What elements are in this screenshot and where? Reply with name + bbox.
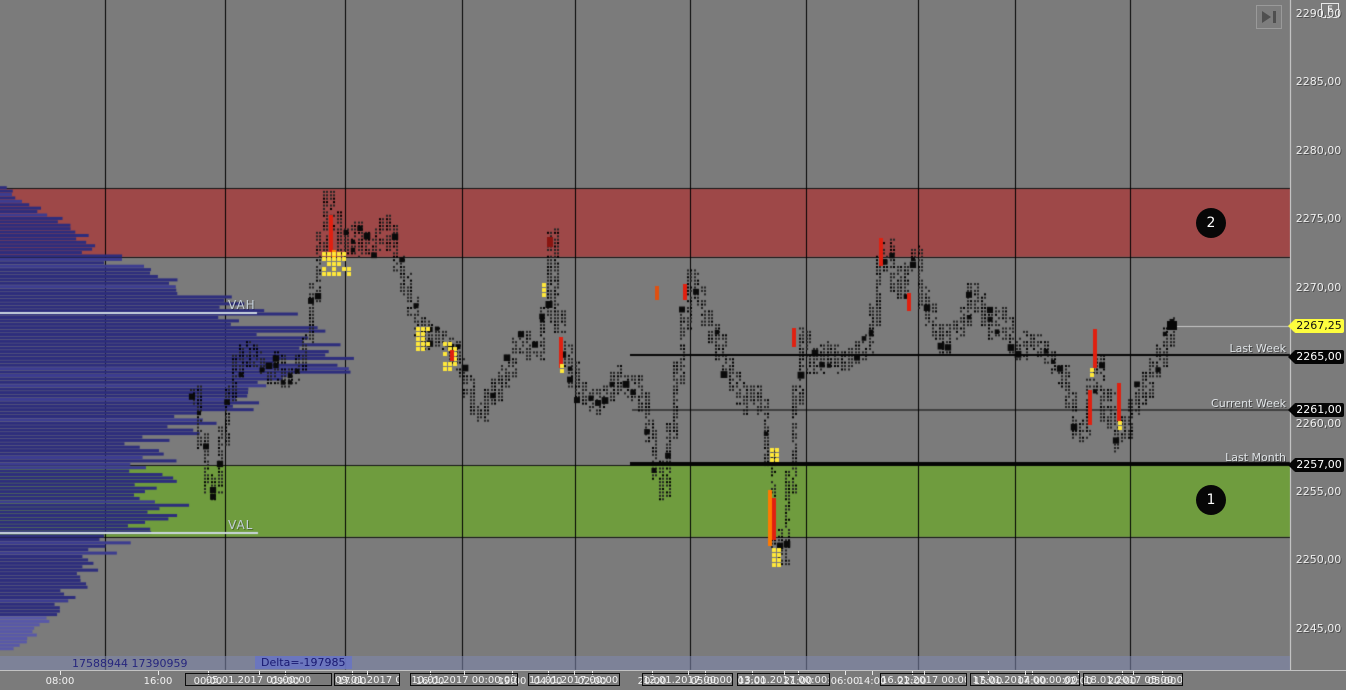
last-week-price-tag: 2265,00 <box>1288 350 1344 364</box>
price-axis-label: 2245,00 <box>1295 622 1342 635</box>
axis-tick <box>872 671 873 675</box>
volume-summary-bar: 17588944 17390959 Delta=-197985 <box>0 656 1290 670</box>
time-axis-label: 20:00 <box>637 676 667 687</box>
axis-tick <box>574 671 575 675</box>
time-axis-label: 04:00 <box>533 676 563 687</box>
go-to-latest-button[interactable] <box>1256 5 1282 29</box>
time-axis-label: 04:00 <box>1017 676 1047 687</box>
axis-tick <box>464 671 465 675</box>
axis-tick <box>1025 671 1026 675</box>
time-axis-label: 00:00 <box>193 676 223 687</box>
price-scale[interactable]: 2290,00 2285,00 2280,00 2275,00 2270,00 2260,… <box>1288 0 1346 690</box>
time-axis-label: 02:00 <box>1063 676 1093 687</box>
axis-tick <box>1133 671 1134 675</box>
price-axis-label: 2260,00 <box>1295 417 1342 430</box>
price-axis-label: 2250,00 <box>1295 553 1342 566</box>
time-axis-label: 16:00 <box>415 676 445 687</box>
axis-tick <box>845 671 846 675</box>
time-axis-label: 20:00 <box>1107 676 1137 687</box>
price-axis-label: 2285,00 <box>1295 75 1342 88</box>
current-week-price-tag: 2261,00 <box>1288 403 1344 417</box>
axis-tick <box>258 671 260 675</box>
axis-tick <box>687 671 689 675</box>
time-axis-label: 21:00 <box>783 676 813 687</box>
price-axis-label: 2290,00 <box>1295 7 1342 20</box>
axis-tick <box>923 671 925 675</box>
axis-tick <box>60 671 61 675</box>
time-axis-label: 22:00 <box>897 676 927 687</box>
time-axis-label: 06:00 <box>830 676 860 687</box>
price-axis-label: 2275,00 <box>1295 212 1342 225</box>
price-tag-arrow-icon <box>1288 320 1294 332</box>
time-axis[interactable]: 08:00 16:00 00:00 09:00 17:00 16:00 19:00 04:00… <box>0 670 1346 690</box>
val-label: VAL <box>228 518 254 532</box>
last-month-price-tag: 2257,00 <box>1288 458 1344 472</box>
time-axis-label: 15:00 <box>973 676 1003 687</box>
last-week-label: Last Week <box>1229 342 1286 355</box>
skip-to-end-icon-bar <box>1273 11 1276 23</box>
last-month-label: Last Month <box>1225 451 1286 464</box>
time-axis-label: 19:00 <box>497 676 527 687</box>
time-axis-label: 03:00 <box>737 676 767 687</box>
time-axis-label: 05:00 <box>1147 676 1177 687</box>
time-axis-label: 16:00 <box>143 676 173 687</box>
price-axis-label: 2280,00 <box>1295 144 1342 157</box>
delta-badge: Delta=-197985 <box>255 656 352 669</box>
price-axis-label: 2255,00 <box>1295 485 1342 498</box>
time-axis-label: 14:00 <box>857 676 887 687</box>
current-price-tag: 2267,25 <box>1288 319 1344 333</box>
price-tag-arrow-icon <box>1288 459 1294 471</box>
time-axis-label: 09:00 <box>270 676 300 687</box>
axis-tick <box>783 671 785 675</box>
axis-tick <box>367 671 368 675</box>
skip-to-end-icon <box>1262 11 1271 23</box>
current-week-label: Current Week <box>1211 397 1286 410</box>
axis-tick <box>158 671 159 675</box>
time-axis-label: 17:00 <box>337 676 367 687</box>
e-badge[interactable]: E <box>1321 3 1339 18</box>
time-axis-label: 08:00 <box>45 676 75 687</box>
vah-label: VAH <box>228 298 256 312</box>
price-tag-arrow-icon <box>1288 351 1294 363</box>
price-axis-label: 2270,00 <box>1295 281 1342 294</box>
time-axis-label: 05:00 <box>690 676 720 687</box>
annotation-marker-2[interactable]: 2 <box>1196 208 1226 238</box>
annotation-marker-1[interactable]: 1 <box>1196 485 1226 515</box>
time-axis-label: 02:00 <box>577 676 607 687</box>
price-tag-arrow-icon <box>1288 404 1294 416</box>
session-volume-text: 17588944 17390959 <box>72 657 188 670</box>
